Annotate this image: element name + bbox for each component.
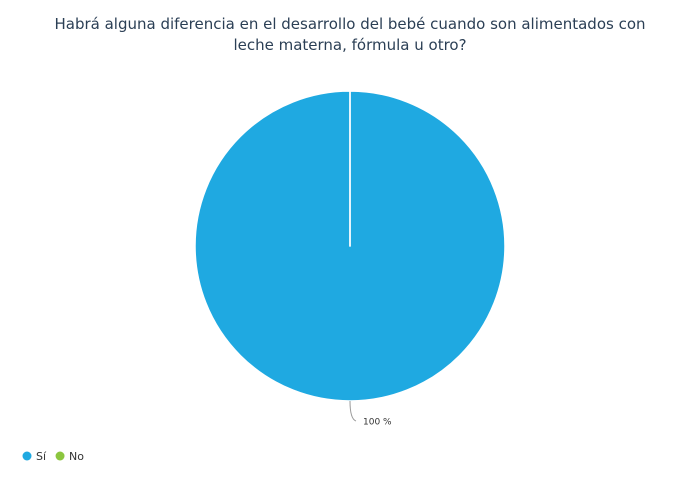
data-label: 100 % [363,418,392,428]
legend-marker [22,451,32,461]
label-leader [349,400,357,422]
legend-marker [55,451,65,461]
legend-label: No [69,450,84,463]
chart-title: Habrá alguna diferencia en el desarrollo… [54,15,646,54]
legend-label: Sí [36,450,47,463]
